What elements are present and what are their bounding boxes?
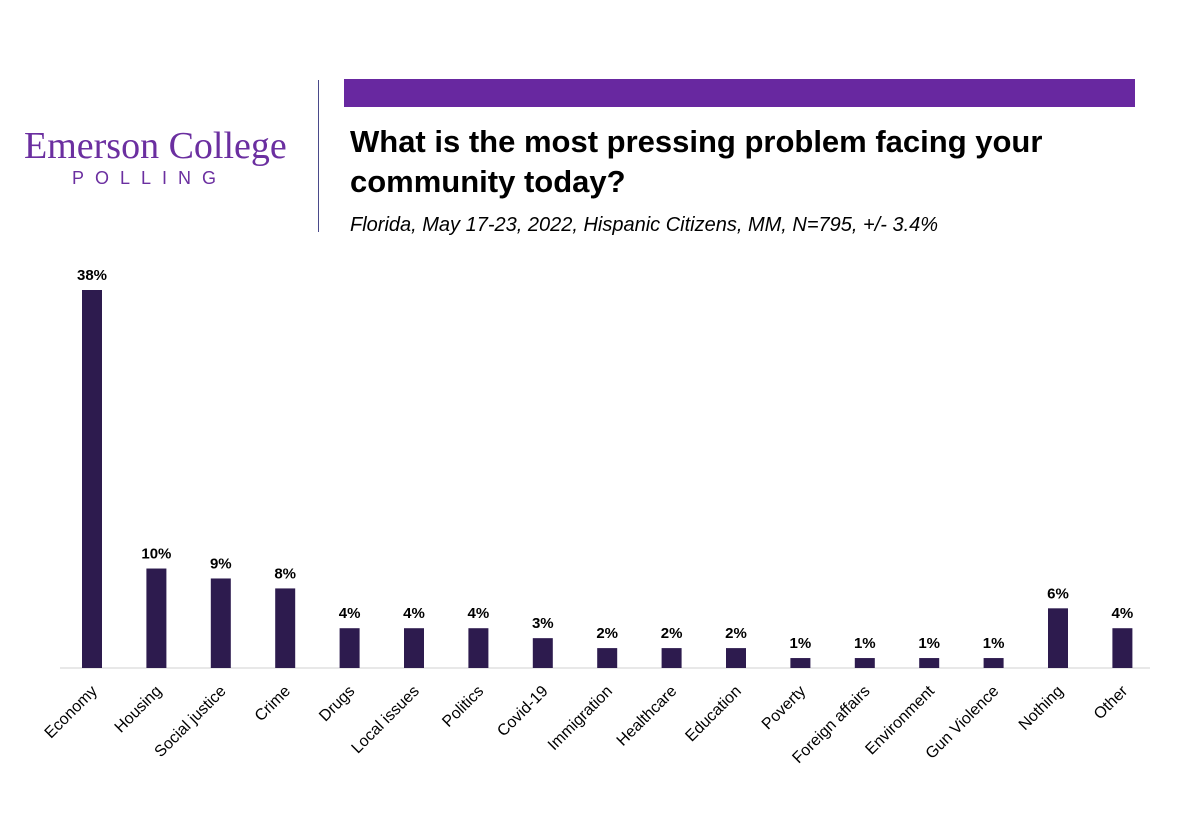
- x-tick-label: Immigration: [545, 683, 616, 754]
- x-tick-label: Nothing: [1016, 683, 1067, 734]
- data-label: 4%: [468, 605, 490, 622]
- data-label: 4%: [403, 605, 425, 622]
- x-tick-label: Healthcare: [614, 683, 681, 750]
- bar-drugs: [339, 628, 360, 668]
- data-label: 9%: [210, 555, 232, 572]
- bar-economy: [82, 290, 102, 668]
- data-label: 1%: [983, 635, 1005, 652]
- data-label: 2%: [596, 625, 618, 642]
- logo-subtitle: POLLING: [72, 168, 228, 188]
- x-tick-label: Housing: [112, 683, 166, 737]
- data-label: 2%: [725, 625, 747, 642]
- header-divider: [318, 80, 319, 232]
- data-label: 38%: [77, 267, 107, 284]
- data-label: 1%: [790, 635, 812, 652]
- bar-immigration: [597, 648, 618, 668]
- x-tick-label: Politics: [439, 683, 487, 731]
- bar-politics: [468, 628, 489, 668]
- chart-subtitle: Florida, May 17-23, 2022, Hispanic Citiz…: [350, 214, 939, 236]
- x-tick-label: Other: [1091, 682, 1132, 723]
- bar-healthcare: [661, 648, 682, 668]
- x-tick-label: Local issues: [349, 683, 423, 757]
- bar-poverty: [790, 658, 811, 668]
- bar-local-issues: [404, 628, 424, 668]
- bar-nothing: [1048, 608, 1068, 668]
- data-label: 6%: [1047, 585, 1069, 602]
- data-label: 8%: [274, 565, 296, 582]
- x-tick-label: Economy: [42, 683, 101, 742]
- data-label: 10%: [141, 546, 171, 563]
- bar-other: [1112, 628, 1133, 668]
- logo-title: Emerson College: [24, 125, 287, 167]
- bar-gun-violence: [983, 658, 1004, 668]
- bar-social-justice: [210, 578, 231, 668]
- x-tick-label: Drugs: [316, 683, 358, 725]
- data-label: 1%: [854, 635, 876, 652]
- bar-foreign-affairs: [854, 658, 875, 668]
- chart-title: What is the most pressing problem facing…: [350, 124, 1043, 199]
- data-label: 1%: [918, 635, 940, 652]
- bar-housing: [146, 568, 167, 668]
- data-label: 4%: [1112, 605, 1134, 622]
- data-label: 4%: [339, 605, 361, 622]
- data-label: 3%: [532, 615, 554, 632]
- x-tick-label: Education: [682, 683, 744, 745]
- bar-environment: [919, 658, 940, 668]
- bar-crime: [275, 588, 296, 668]
- x-tick-label: Crime: [252, 683, 294, 725]
- x-tick-label: Covid-19: [494, 683, 551, 740]
- accent-bar: [344, 79, 1135, 107]
- data-label: 2%: [661, 625, 683, 642]
- bar-covid-19: [532, 638, 553, 668]
- x-tick-label: Poverty: [759, 683, 809, 733]
- bar-education: [726, 648, 746, 668]
